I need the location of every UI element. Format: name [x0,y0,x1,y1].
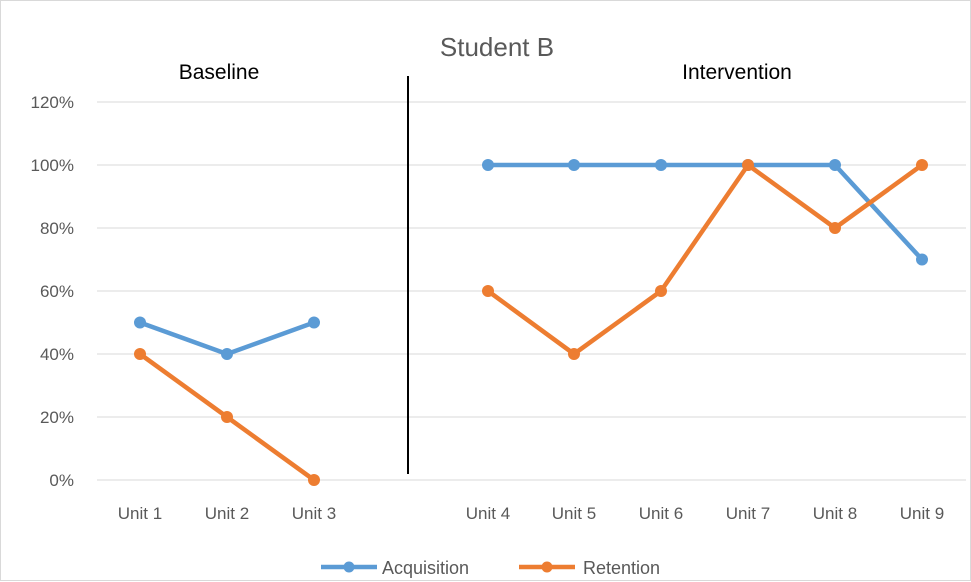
data-point [742,159,754,171]
data-point [308,474,320,486]
data-point [829,159,841,171]
data-point [568,348,580,360]
legend-item-acquisition: Acquisition [321,558,469,578]
phase-label: Intervention [682,61,792,84]
legend-label: Retention [583,558,660,578]
data-point [916,159,928,171]
data-point [482,159,494,171]
phase-label: Baseline [179,61,260,84]
y-axis-tick-labels: 0% 20% 40% 60% 80% 100% 120% [31,93,74,490]
x-axis-tick-labels: Unit 1 Unit 2 Unit 3 Unit 4 Unit 5 Unit 6 Unit… [118,504,944,523]
series-line [485,162,925,357]
y-tick-label: 0% [49,471,74,490]
legend-marker [343,561,355,573]
legend-marker [541,561,553,573]
data-point [134,316,146,329]
x-tick-label: Unit 8 [813,504,857,523]
x-tick-label: Unit 5 [552,504,596,523]
x-tick-label: Unit 1 [118,504,162,523]
data-point [829,222,841,234]
legend-item-retention: Retention [519,558,660,578]
y-tick-label: 20% [40,408,74,427]
phase-labels: Baseline Intervention [179,61,792,84]
x-tick-label: Unit 9 [900,504,944,523]
x-tick-label: Unit 2 [205,504,249,523]
x-tick-label: Unit 4 [466,504,510,523]
series-acquisition [134,159,928,360]
y-tick-label: 60% [40,282,74,301]
data-point [308,316,320,329]
data-point [568,159,580,171]
data-series [134,159,928,486]
data-point [482,285,494,297]
y-tick-label: 100% [31,156,74,175]
y-tick-label: 80% [40,219,74,238]
chart-title: Student B [440,32,554,62]
x-tick-label: Unit 7 [726,504,770,523]
series-line [485,162,925,262]
y-tick-label: 120% [31,93,74,112]
legend-label: Acquisition [382,558,469,578]
x-tick-label: Unit 6 [639,504,683,523]
gridlines [97,101,966,481]
data-point [221,411,233,423]
series-retention [134,159,928,486]
y-tick-label: 40% [40,345,74,364]
x-tick-label: Unit 3 [292,504,336,523]
data-point [655,285,667,297]
data-point [221,348,233,360]
data-point [134,348,146,360]
legend: Acquisition Retention [321,558,660,578]
data-point [655,159,667,171]
data-point [916,253,928,266]
